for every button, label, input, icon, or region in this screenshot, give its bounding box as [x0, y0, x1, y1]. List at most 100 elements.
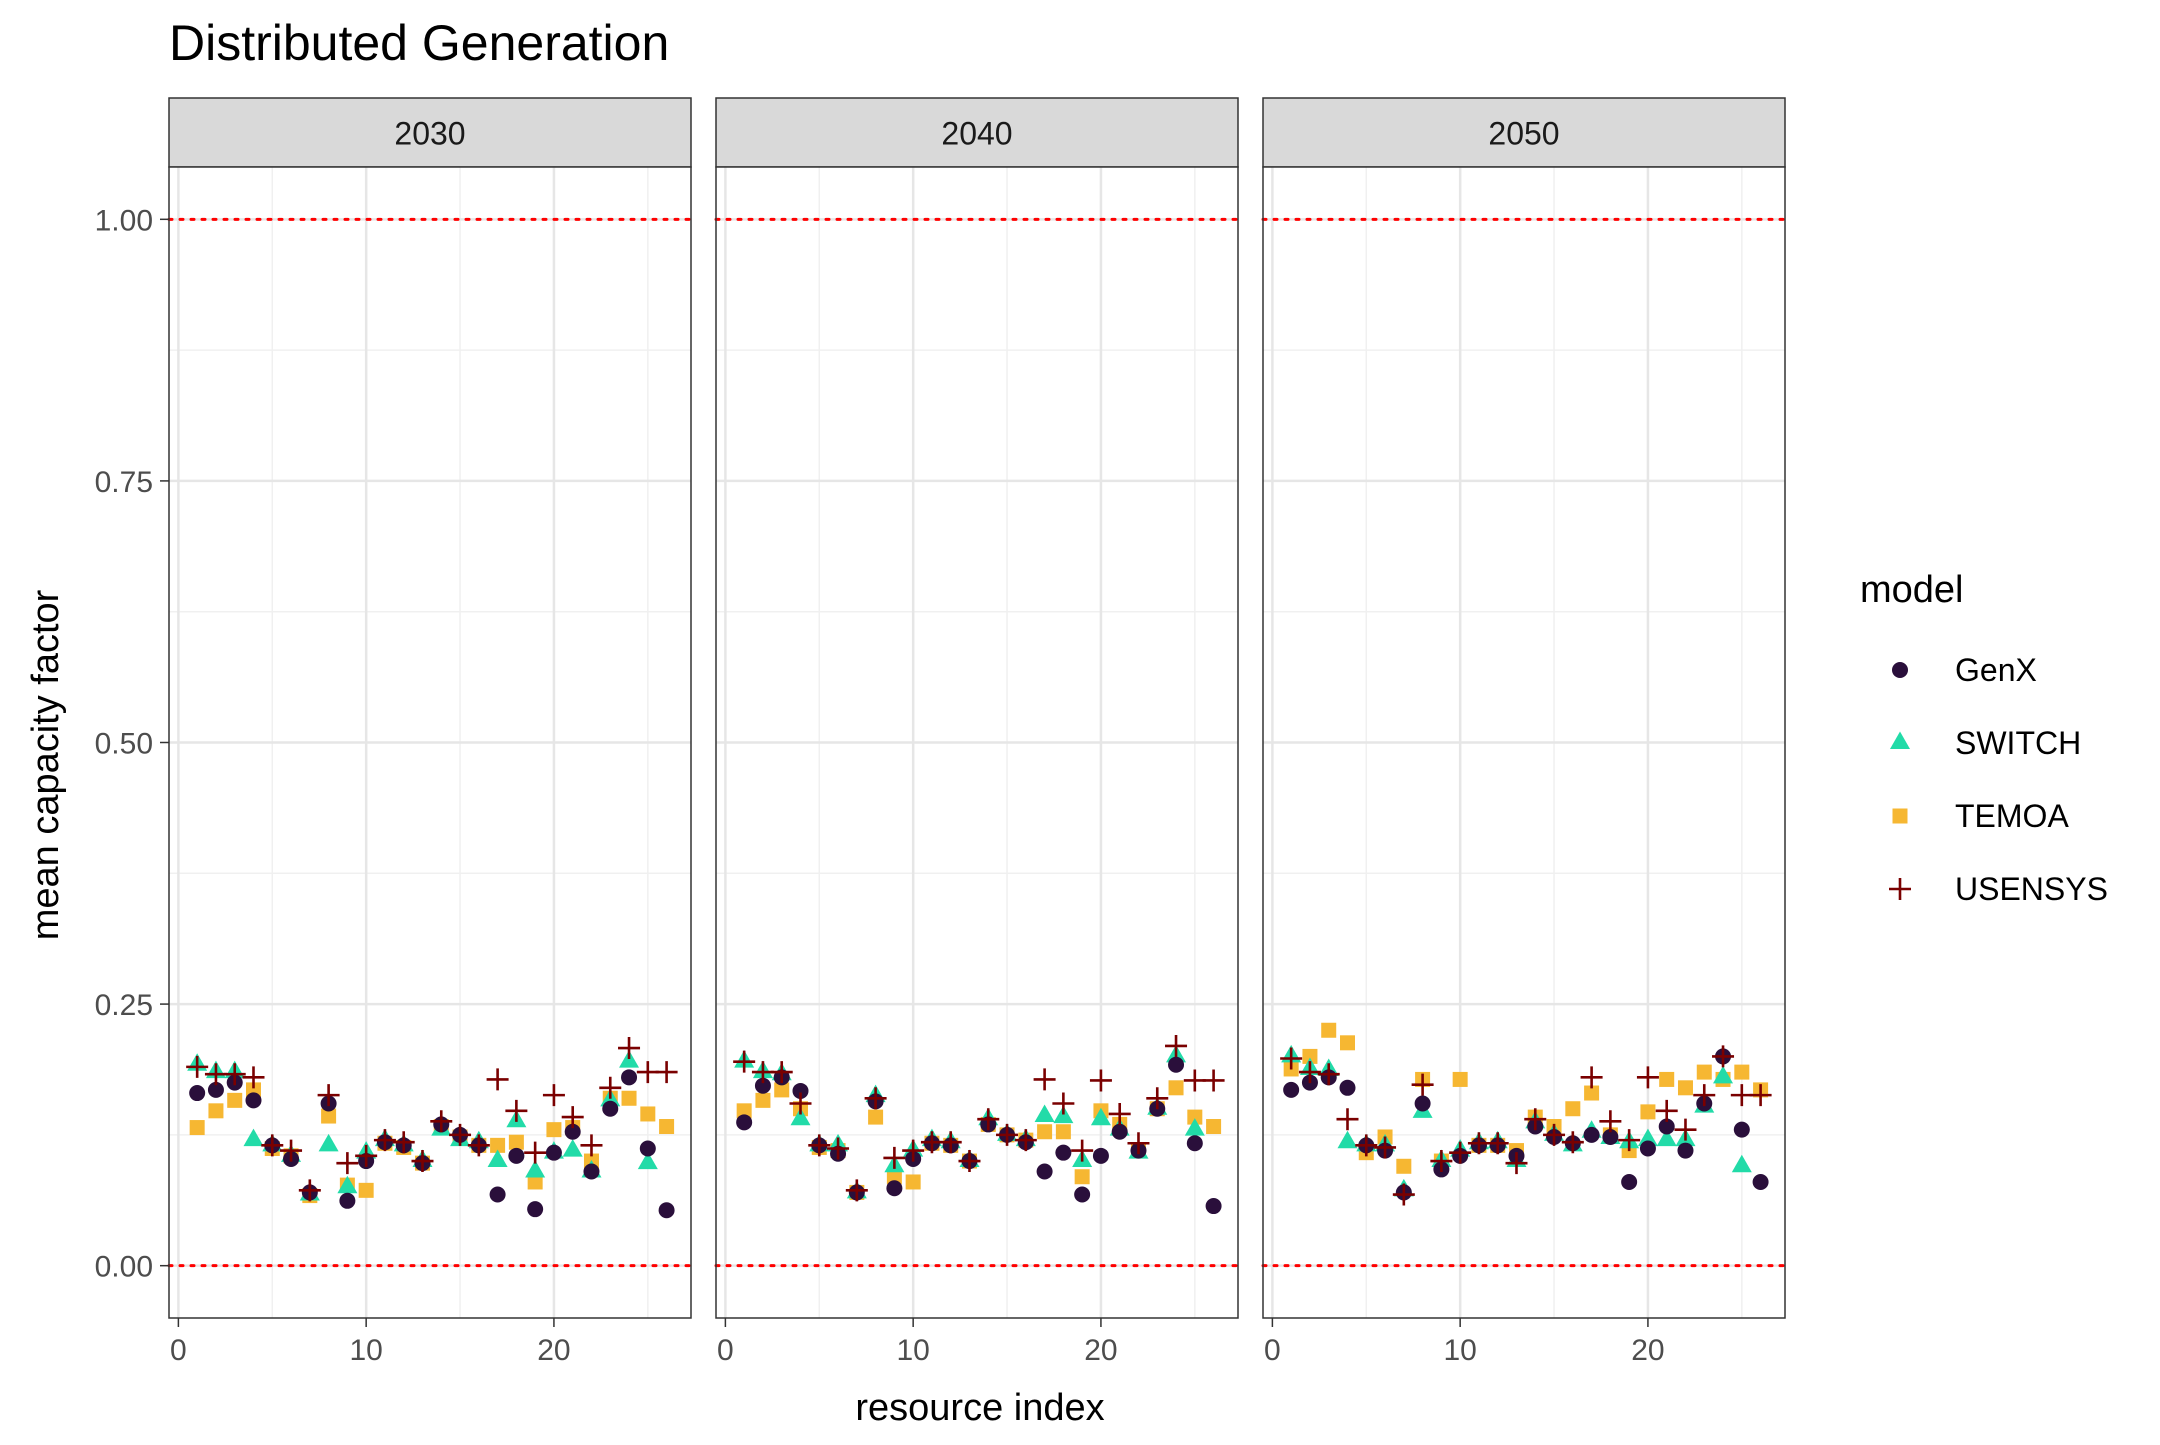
data-point [189, 1120, 205, 1136]
data-point [1584, 1085, 1600, 1101]
data-point [1298, 1061, 1321, 1084]
data-point [1055, 1124, 1071, 1140]
data-point [1071, 1139, 1094, 1162]
data-point [1183, 1069, 1206, 1092]
data-point [1337, 1130, 1358, 1149]
data-point [1733, 1121, 1750, 1138]
data-point [1561, 1131, 1584, 1154]
data-point [659, 1119, 675, 1135]
data-point [245, 1092, 262, 1109]
data-point [583, 1163, 600, 1180]
data-point [1752, 1173, 1769, 1190]
data-point [527, 1174, 543, 1190]
data-point [905, 1174, 921, 1190]
data-point [1336, 1108, 1359, 1131]
data-point [1637, 1128, 1658, 1147]
data-point [621, 1069, 638, 1086]
data-point [358, 1182, 374, 1198]
data-point [1392, 1183, 1415, 1206]
data-point [886, 1169, 902, 1185]
data-point [1036, 1163, 1053, 1180]
legend-title: model [1860, 569, 1964, 611]
data-point [621, 1090, 637, 1106]
data-point [602, 1100, 619, 1117]
data-point [1339, 1079, 1356, 1096]
data-point [1449, 1141, 1472, 1164]
data-point [318, 1133, 339, 1152]
x-tick-label: 10 [349, 1334, 382, 1367]
y-axis-title: mean capacity factor [25, 589, 67, 940]
data-point [1730, 1084, 1753, 1107]
legend-entries: GenX SWITCH TEMOA USENSYS [1889, 652, 2108, 907]
panel-border [1262, 166, 1786, 1319]
data-point [449, 1123, 472, 1146]
data-point [1146, 1087, 1169, 1110]
data-point [1658, 1118, 1675, 1135]
data-point [1184, 1118, 1205, 1136]
data-point [977, 1108, 1000, 1131]
data-point [1674, 1118, 1697, 1141]
data-point [1656, 1128, 1677, 1147]
data-point [996, 1123, 1019, 1146]
data-point [637, 1151, 658, 1170]
data-point [1677, 1142, 1694, 1159]
data-point [1355, 1134, 1378, 1157]
data-point [1187, 1109, 1203, 1125]
data-point [280, 1139, 303, 1162]
data-point [545, 1144, 562, 1161]
data-point [618, 1037, 641, 1060]
data-point [242, 1066, 265, 1089]
legend-label: GenX [1955, 652, 2037, 688]
data-point [1639, 1140, 1656, 1157]
data-point [562, 1139, 583, 1157]
data-point [1321, 1022, 1337, 1038]
y-tick-label: 0.00 [95, 1251, 153, 1284]
data-point [525, 1160, 546, 1178]
data-point [542, 1084, 565, 1107]
legend-entry-temoa: TEMOA [1892, 798, 2069, 834]
data-point [223, 1063, 246, 1086]
legend-label: TEMOA [1955, 798, 2069, 834]
data-point [505, 1099, 528, 1122]
data-point [227, 1092, 243, 1108]
panel-border [715, 166, 1239, 1319]
data-point [1452, 1071, 1468, 1087]
legend-key [1889, 878, 1911, 900]
data-point [774, 1082, 790, 1098]
data-point [1033, 1068, 1056, 1091]
data-point [337, 1175, 358, 1194]
data-point [1505, 1152, 1528, 1175]
x-tick-label: 0 [170, 1334, 187, 1367]
data-point [1467, 1132, 1490, 1155]
data-point [868, 1109, 884, 1125]
data-point [658, 1202, 675, 1219]
data-point [1734, 1064, 1750, 1080]
data-point [1580, 1066, 1603, 1089]
series-usensys [1280, 1045, 1772, 1206]
facet-strip [168, 97, 692, 168]
facet-strip-label: 2030 [394, 116, 465, 152]
data-point [754, 1077, 771, 1094]
data-point [1090, 1107, 1111, 1126]
data-point [208, 1103, 224, 1119]
data-point [1602, 1128, 1619, 1145]
data-point [1014, 1129, 1037, 1152]
x-tick-label: 10 [896, 1334, 929, 1367]
data-point [864, 1087, 887, 1110]
data-point [339, 1192, 356, 1209]
data-point [489, 1186, 506, 1203]
legend-label: SWITCH [1955, 725, 2081, 761]
data-point [886, 1180, 903, 1197]
x-tick-label: 20 [1084, 1334, 1117, 1367]
data-point [1055, 1144, 1072, 1161]
data-point [790, 1107, 811, 1126]
legend-entry-usensys: USENSYS [1889, 871, 2108, 907]
data-point [751, 1061, 774, 1084]
data-point [1486, 1132, 1509, 1155]
data-point [490, 1137, 506, 1153]
legend-key [1892, 662, 1908, 678]
data-point [298, 1179, 321, 1202]
data-point [1655, 1099, 1678, 1122]
data-point [317, 1084, 340, 1107]
data-point [1414, 1095, 1431, 1112]
